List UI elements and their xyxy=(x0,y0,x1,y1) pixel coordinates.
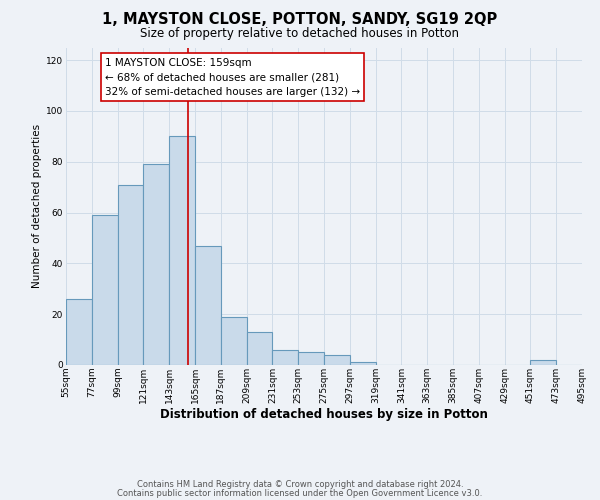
Bar xyxy=(272,350,298,365)
Bar xyxy=(66,299,92,365)
Bar xyxy=(298,352,324,365)
Bar xyxy=(118,184,143,365)
Bar xyxy=(221,316,247,365)
Bar xyxy=(195,246,221,365)
Bar xyxy=(143,164,169,365)
Text: 1 MAYSTON CLOSE: 159sqm
← 68% of detached houses are smaller (281)
32% of semi-d: 1 MAYSTON CLOSE: 159sqm ← 68% of detache… xyxy=(104,58,360,98)
Text: 1, MAYSTON CLOSE, POTTON, SANDY, SG19 2QP: 1, MAYSTON CLOSE, POTTON, SANDY, SG19 2Q… xyxy=(103,12,497,28)
Bar xyxy=(324,355,350,365)
Bar xyxy=(247,332,272,365)
X-axis label: Distribution of detached houses by size in Potton: Distribution of detached houses by size … xyxy=(160,408,488,422)
Y-axis label: Number of detached properties: Number of detached properties xyxy=(32,124,42,288)
Bar xyxy=(350,362,376,365)
Bar xyxy=(530,360,556,365)
Bar xyxy=(169,136,195,365)
Text: Contains public sector information licensed under the Open Government Licence v3: Contains public sector information licen… xyxy=(118,488,482,498)
Text: Size of property relative to detached houses in Potton: Size of property relative to detached ho… xyxy=(140,28,460,40)
Text: Contains HM Land Registry data © Crown copyright and database right 2024.: Contains HM Land Registry data © Crown c… xyxy=(137,480,463,489)
Bar xyxy=(92,215,118,365)
